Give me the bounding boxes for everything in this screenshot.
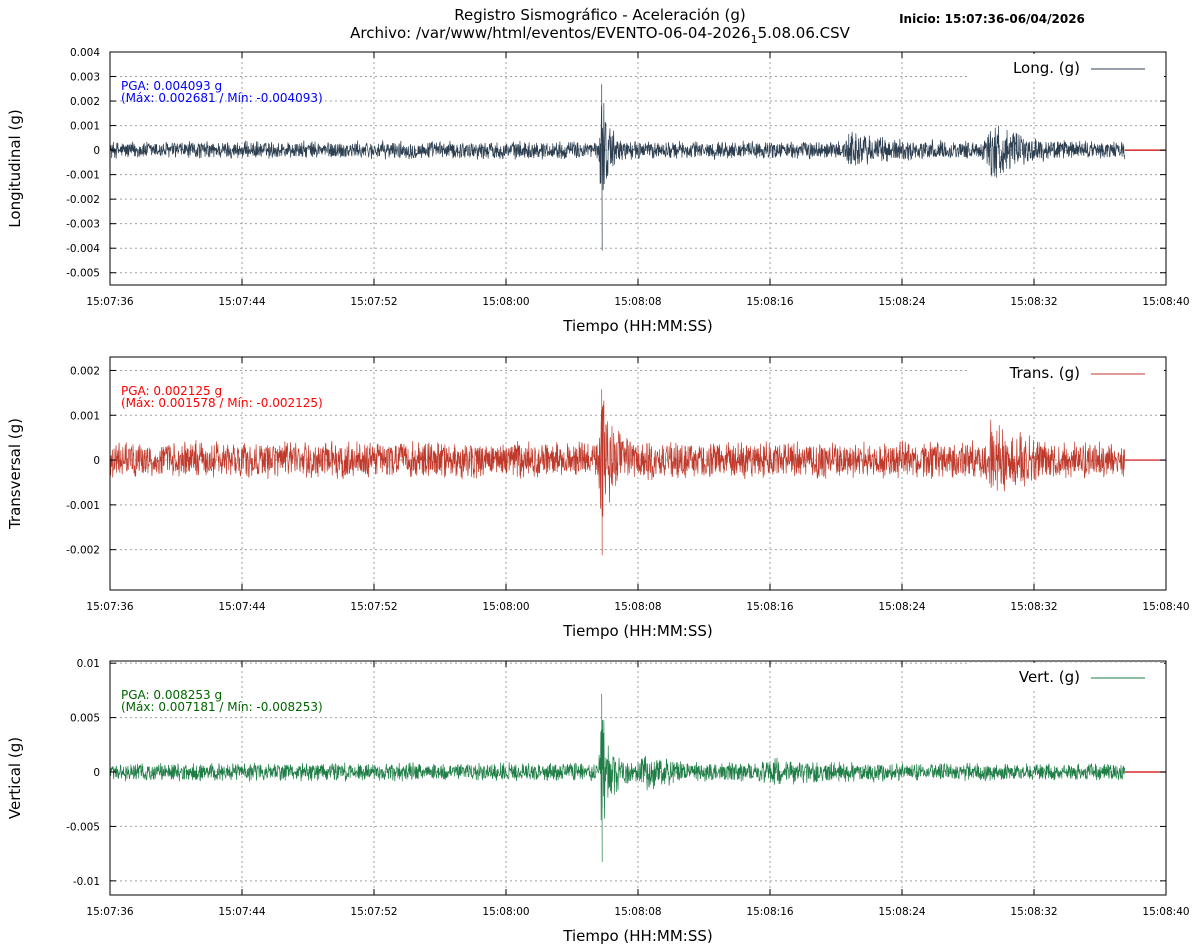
- x-axis-label: Tiempo (HH:MM:SS): [562, 927, 712, 945]
- figure-title-line2: Archivo: /var/www/html/eventos/EVENTO-06…: [350, 24, 851, 46]
- x-tick-label: 15:08:08: [614, 601, 661, 613]
- x-tick-label: 15:08:32: [1010, 906, 1057, 918]
- x-tick-label: 15:08:16: [746, 601, 793, 613]
- figure-title-subscript: 1: [751, 33, 758, 46]
- max-min-annotation: (Máx: 0.007181 / Mín: -0.008253): [121, 700, 323, 714]
- x-tick-label: 15:07:52: [350, 906, 397, 918]
- y-tick-label: 0.002: [70, 96, 100, 108]
- x-tick-label: 15:07:44: [218, 601, 265, 613]
- x-tick-label: 15:07:44: [218, 906, 265, 918]
- x-tick-label: 15:07:36: [86, 906, 133, 918]
- y-tick-label: -0.002: [66, 194, 100, 206]
- x-tick-label: 15:08:24: [878, 296, 925, 308]
- legend-box: [968, 663, 1164, 691]
- y-tick-label: 0.003: [70, 72, 100, 84]
- x-tick-label: 15:08:40: [1142, 906, 1189, 918]
- pga-annotation: PGA: 0.008253 g: [121, 688, 222, 702]
- x-axis-label: Tiempo (HH:MM:SS): [562, 317, 712, 335]
- x-tick-label: 15:08:40: [1142, 601, 1189, 613]
- y-tick-label: -0.01: [73, 876, 100, 888]
- y-tick-label: -0.001: [66, 170, 100, 182]
- y-tick-label: 0: [93, 145, 100, 157]
- waveform-series: [109, 389, 1126, 556]
- y-tick-label: -0.003: [66, 219, 100, 231]
- y-tick-label: 0.01: [77, 658, 100, 670]
- y-tick-label: -0.004: [66, 243, 100, 255]
- legend-box: [968, 54, 1164, 82]
- figure-title-suffix: 5.08.06.CSV: [758, 24, 851, 42]
- y-tick-label: 0: [93, 455, 100, 467]
- x-tick-label: 15:08:00: [482, 906, 529, 918]
- x-tick-label: 15:07:44: [218, 296, 265, 308]
- y-tick-label: -0.001: [66, 500, 100, 512]
- x-tick-label: 15:08:24: [878, 906, 925, 918]
- panels: 0.004 0.003 0.002 0.001 0 -0.001 -0.002 -0.003 -…: [6, 47, 1190, 945]
- panel-2: 0.002 0.001 0 -0.001 -0.002 15:07:36 15:07:44 1…: [6, 356, 1190, 640]
- y-tick-label: 0: [93, 767, 100, 779]
- legend-box: [968, 359, 1164, 387]
- x-tick-label: 15:08:08: [614, 906, 661, 918]
- figure-title-line1: Registro Sismográfico - Aceleración (g): [454, 6, 745, 24]
- x-tick-label: 15:07:52: [350, 296, 397, 308]
- waveform-series: [109, 84, 1126, 251]
- x-tick-label: 15:08:32: [1010, 601, 1057, 613]
- x-tick-label: 15:08:00: [482, 296, 529, 308]
- x-tick-label: 15:08:16: [746, 906, 793, 918]
- pga-annotation: PGA: 0.004093 g: [121, 79, 222, 93]
- y-tick-label: 0.001: [70, 121, 100, 133]
- legend-label: Long. (g): [1013, 59, 1080, 77]
- x-tick-label: 15:07:52: [350, 601, 397, 613]
- y-tick-label: -0.005: [66, 268, 100, 280]
- y-axis-label: Longitudinal (g): [6, 109, 24, 227]
- max-min-annotation: (Máx: 0.001578 / Mín: -0.002125): [121, 396, 323, 410]
- x-tick-label: 15:08:08: [614, 296, 661, 308]
- legend-label: Vert. (g): [1019, 668, 1080, 686]
- x-tick-label: 15:08:40: [1142, 296, 1189, 308]
- y-axis-label: Transversal (g): [6, 418, 24, 530]
- waveform-series: [109, 693, 1126, 862]
- y-tick-label: -0.005: [66, 821, 100, 833]
- x-tick-label: 15:07:36: [86, 296, 133, 308]
- panel-3: 0.01 0.005 0 -0.005 -0.01 15:07:36 15:07:44 15:…: [6, 658, 1190, 945]
- x-tick-label: 15:08:24: [878, 601, 925, 613]
- x-tick-label: 15:08:32: [1010, 296, 1057, 308]
- panel-1: 0.004 0.003 0.002 0.001 0 -0.001 -0.002 -0.003 -…: [6, 47, 1190, 335]
- x-axis-label: Tiempo (HH:MM:SS): [562, 622, 712, 640]
- figure-title-prefix: Archivo: /var/www/html/eventos/EVENTO-06…: [350, 24, 751, 42]
- pga-annotation: PGA: 0.002125 g: [121, 384, 222, 398]
- legend-label: Trans. (g): [1009, 364, 1080, 382]
- y-tick-label: 0.005: [70, 713, 100, 725]
- y-tick-label: 0.004: [70, 47, 100, 59]
- max-min-annotation: (Máx: 0.002681 / Mín: -0.004093): [121, 91, 323, 105]
- x-tick-label: 15:07:36: [86, 601, 133, 613]
- y-tick-label: -0.002: [66, 545, 100, 557]
- x-tick-label: 15:08:16: [746, 296, 793, 308]
- y-axis-label: Vertical (g): [6, 737, 24, 819]
- y-tick-label: 0.001: [70, 410, 100, 422]
- y-tick-label: 0.002: [70, 365, 100, 377]
- start-time-label: Inicio: 15:07:36-06/04/2026: [899, 12, 1085, 26]
- x-tick-label: 15:08:00: [482, 601, 529, 613]
